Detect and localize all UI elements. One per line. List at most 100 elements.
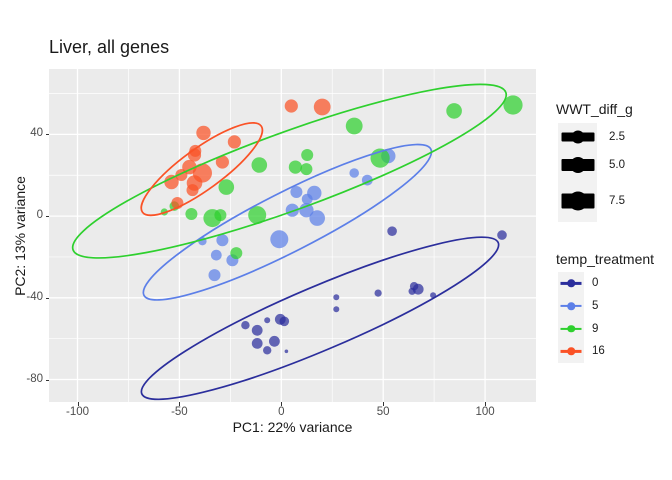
x-tick-label: 50 — [376, 406, 390, 418]
data-point-temp-5 — [270, 230, 289, 249]
size-legend-entry: 7.5 — [558, 179, 625, 222]
y-tick-label: 0 — [36, 209, 43, 222]
size-key-bar-icon — [561, 193, 594, 208]
size-legend-label: 2.5 — [609, 131, 625, 143]
color-legend-label: 9 — [592, 322, 599, 335]
size-key-bar-icon — [561, 132, 594, 142]
data-point-temp-9 — [248, 206, 267, 225]
color-legend-label: 0 — [592, 277, 599, 290]
data-point-temp-5 — [349, 168, 360, 178]
size-legend-title: WWT_diff_g — [556, 101, 633, 117]
data-point-temp-0 — [387, 226, 397, 236]
size-legend-label: 7.5 — [609, 194, 625, 207]
data-point-temp-0 — [251, 338, 263, 349]
color-key-dot-icon — [567, 324, 575, 333]
x-tick-label: 0 — [278, 406, 285, 418]
data-point-temp-5 — [285, 203, 299, 217]
data-point-temp-5 — [299, 203, 314, 218]
confidence-ellipse-temp-16 — [140, 122, 264, 217]
data-point-temp-9 — [503, 95, 523, 115]
plot-panel — [49, 69, 536, 402]
data-point-temp-0 — [284, 349, 289, 354]
x-tick-mark — [77, 402, 79, 406]
data-point-temp-16 — [187, 148, 202, 162]
data-point-temp-9 — [288, 160, 302, 174]
color-key-glyph-icon — [558, 294, 584, 318]
color-legend-entry: 9 — [558, 317, 605, 341]
x-tick-mark — [179, 402, 181, 406]
x-tick-mark — [383, 402, 385, 406]
data-point-temp-16 — [227, 135, 241, 149]
x-tick-label: -100 — [65, 406, 90, 418]
data-point-temp-0 — [374, 289, 382, 297]
confidence-ellipse-temp-9 — [71, 83, 508, 259]
data-point-temp-9 — [251, 157, 268, 173]
plot-title: Liver, all genes — [49, 37, 170, 57]
color-legend-title: temp_treatment — [556, 251, 655, 267]
size-key-glyph-icon — [558, 123, 597, 151]
y-tick-mark — [45, 134, 49, 136]
data-point-temp-5 — [210, 249, 222, 261]
confidence-ellipse-temp-5 — [142, 143, 433, 301]
data-point-temp-5 — [309, 210, 326, 226]
color-key-glyph-icon — [558, 272, 584, 295]
x-axis-title: PC1: 22% variance — [232, 419, 353, 435]
data-point-temp-0 — [333, 306, 340, 313]
data-point-temp-0 — [264, 317, 271, 324]
data-point-temp-9 — [218, 179, 235, 195]
data-point-temp-9 — [301, 149, 314, 161]
data-point-temp-0 — [497, 230, 507, 240]
data-point-temp-16 — [196, 125, 211, 141]
color-key-dot-icon — [567, 347, 575, 356]
data-point-temp-16 — [215, 155, 229, 169]
y-tick-label: -80 — [26, 372, 43, 385]
x-tick-mark — [281, 402, 283, 406]
data-point-temp-5 — [290, 186, 303, 198]
color-key-dot-icon — [567, 279, 575, 288]
x-tick-label: 100 — [475, 406, 495, 418]
y-tick-mark — [45, 297, 49, 299]
size-legend-entry: 2.5 — [558, 123, 625, 151]
color-legend-entry: 16 — [558, 340, 605, 363]
color-key-glyph-icon — [558, 317, 584, 341]
data-point-temp-0 — [333, 294, 340, 301]
color-legend-entry: 0 — [558, 272, 605, 295]
data-point-temp-9 — [185, 208, 198, 220]
size-legend-label: 5.0 — [609, 159, 625, 171]
data-point-temp-16 — [164, 174, 179, 190]
color-legend-entry: 5 — [558, 294, 605, 318]
data-point-temp-5 — [216, 234, 229, 247]
y-tick-label: 40 — [30, 127, 43, 140]
data-point-temp-9 — [345, 117, 363, 135]
color-key-dot-icon — [567, 302, 575, 310]
data-point-temp-0 — [269, 335, 280, 347]
scatter-plot-canvas — [49, 69, 536, 402]
x-tick-mark — [485, 402, 487, 406]
y-tick-mark — [45, 216, 49, 218]
data-point-temp-16 — [313, 98, 331, 116]
data-point-temp-16 — [186, 184, 199, 197]
data-point-temp-5 — [307, 185, 322, 201]
data-point-temp-5 — [208, 269, 221, 282]
color-legend-label: 16 — [592, 345, 605, 358]
size-legend-entry: 5.0 — [558, 151, 625, 179]
x-tick-label: -50 — [171, 406, 188, 418]
y-tick-label: -40 — [26, 290, 43, 303]
data-point-temp-0 — [263, 346, 272, 355]
size-key-glyph-icon — [558, 151, 597, 179]
data-point-temp-9 — [300, 163, 313, 176]
y-tick-mark — [45, 379, 49, 381]
data-point-temp-0 — [251, 324, 263, 336]
data-point-temp-0 — [241, 321, 250, 330]
y-axis-title: PC2: 13% variance — [12, 176, 28, 296]
data-point-temp-9 — [446, 103, 462, 119]
data-point-temp-16 — [284, 99, 298, 113]
color-key-glyph-icon — [558, 340, 584, 363]
color-legend-label: 5 — [592, 300, 599, 313]
data-point-temp-9 — [230, 247, 243, 260]
size-legend-keys: 2.5 5.0 7.5 — [558, 123, 625, 222]
data-point-temp-0 — [279, 316, 290, 327]
confidence-ellipse-temp-0 — [140, 236, 500, 401]
size-key-bar-icon — [561, 159, 594, 171]
data-point-temp-0 — [412, 283, 424, 295]
